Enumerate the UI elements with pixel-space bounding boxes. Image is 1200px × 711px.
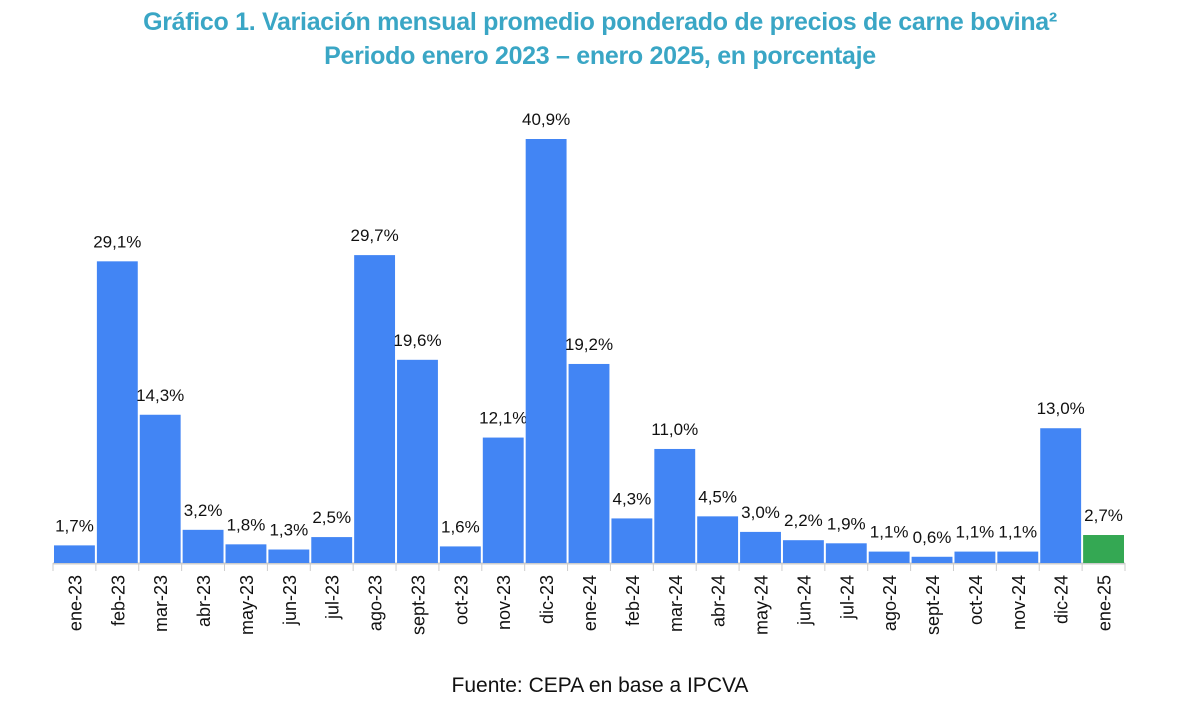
bar-feb-23 — [96, 261, 138, 563]
data-label: 2,5% — [312, 508, 351, 527]
x-tick-label: sept-24 — [923, 575, 943, 635]
bar-sept-24 — [911, 556, 953, 563]
bar-may-24 — [740, 531, 781, 563]
data-label: 2,2% — [784, 511, 823, 530]
data-label: 1,8% — [227, 515, 266, 534]
data-label: 1,1% — [956, 523, 995, 542]
bar-ene-24 — [568, 363, 610, 563]
bar-nov-24 — [997, 551, 1039, 563]
data-label: 40,9% — [522, 110, 570, 129]
data-label: 1,7% — [55, 516, 94, 535]
chart-title: Gráfico 1. Variación mensual promedio po… — [143, 8, 1057, 36]
x-tick-label: may-23 — [237, 575, 257, 635]
x-tick-label: nov-23 — [494, 575, 514, 630]
data-label: 1,6% — [441, 517, 480, 536]
x-tick-label: jul-24 — [837, 575, 857, 620]
bar-ago-24 — [868, 551, 910, 563]
data-label: 4,5% — [698, 487, 737, 506]
x-tick-label: ene-23 — [65, 575, 85, 631]
x-tick-label: oct-23 — [451, 575, 471, 625]
data-label: 11,0% — [651, 420, 698, 439]
x-tick-label: dic-23 — [537, 575, 557, 624]
bar-ene-23 — [54, 545, 95, 563]
bar-oct-24 — [954, 551, 996, 563]
bar-nov-23 — [482, 437, 524, 563]
bar-sept-23 — [397, 359, 438, 563]
data-label: 19,2% — [565, 335, 613, 354]
x-tick-label: dic-24 — [1052, 575, 1072, 624]
x-tick-label: jul-23 — [323, 575, 343, 620]
bar-abr-24 — [697, 516, 739, 563]
data-label: 29,1% — [93, 232, 141, 251]
x-tick-label: ene-25 — [1095, 575, 1115, 631]
bar-feb-24 — [611, 518, 653, 563]
x-tick-label: mar-24 — [666, 575, 686, 632]
data-label: 1,1% — [998, 523, 1037, 542]
bar-oct-23 — [439, 546, 481, 563]
bar-jun-24 — [782, 540, 824, 563]
bar-dic-23 — [525, 139, 567, 563]
data-label: 1,3% — [269, 521, 308, 540]
x-tick-label: ago-23 — [366, 575, 386, 631]
bar-ago-23 — [354, 255, 396, 563]
bar-mar-24 — [654, 448, 696, 563]
data-label: 2,7% — [1084, 506, 1123, 525]
data-label: 0,6% — [913, 528, 952, 547]
chart-subtitle: Periodo enero 2023 – enero 2025, en porc… — [324, 42, 876, 70]
x-tick-label: mar-23 — [151, 575, 171, 632]
bar-jul-23 — [311, 537, 353, 563]
bar-jun-23 — [268, 549, 310, 563]
data-label: 1,1% — [870, 523, 909, 542]
x-tick-label: ene-24 — [580, 575, 600, 631]
bar-ene-25 — [1083, 535, 1124, 563]
x-tick-label: nov-24 — [1009, 575, 1029, 630]
data-label: 3,0% — [741, 503, 780, 522]
data-label: 13,0% — [1037, 399, 1085, 418]
bar-jul-24 — [825, 543, 867, 563]
bar-mar-23 — [139, 414, 181, 563]
x-tick-label: ago-24 — [880, 575, 900, 631]
bar-dic-24 — [1040, 428, 1082, 563]
data-label: 12,1% — [479, 409, 527, 428]
x-tick-label: jun-23 — [280, 575, 300, 626]
x-tick-label: feb-23 — [108, 575, 128, 626]
data-label: 19,6% — [393, 331, 441, 350]
data-label: 4,3% — [613, 489, 652, 508]
data-label: 3,2% — [184, 501, 223, 520]
bar-may-23 — [225, 544, 267, 563]
data-label: 14,3% — [136, 386, 184, 405]
x-tick-label: jun-24 — [794, 575, 814, 626]
x-tick-label: sept-23 — [408, 575, 428, 635]
x-tick-label: feb-24 — [623, 575, 643, 626]
source-note: Fuente: CEPA en base a IPCVA — [451, 674, 749, 697]
x-tick-label: abr-24 — [709, 575, 729, 627]
x-tick-label: oct-24 — [966, 575, 986, 625]
x-tick-label: abr-23 — [194, 575, 214, 627]
data-label: 29,7% — [350, 226, 398, 245]
data-label: 1,9% — [827, 514, 866, 533]
x-tick-label: may-24 — [752, 575, 772, 635]
bar-abr-23 — [182, 529, 224, 563]
